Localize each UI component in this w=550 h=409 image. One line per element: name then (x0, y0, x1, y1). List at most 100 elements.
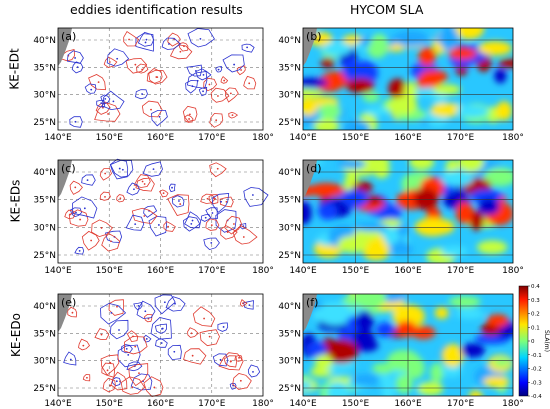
sla-anomaly (433, 34, 454, 43)
eddy-center (118, 329, 120, 331)
eddy-center (248, 82, 251, 85)
sla-anomaly (352, 373, 380, 387)
sla-anomaly (346, 78, 375, 94)
sla-anomaly (320, 308, 357, 319)
eddy-contour (135, 89, 148, 100)
colorbar-tick-label: 0 (531, 339, 535, 345)
eddy-contour (184, 114, 194, 123)
sla-anomaly (396, 320, 417, 338)
sla-anomaly (320, 57, 335, 68)
x-tick-label: 180° (502, 266, 524, 276)
eddy-center (231, 114, 234, 117)
eddy-contour (218, 352, 244, 371)
eddy-center (110, 240, 112, 243)
eddy-center (121, 168, 124, 171)
sla-anomaly (303, 77, 328, 88)
eddy-panel: (e) 140°E 150°E 160°E 170°E 180° 40°N 35°N 30°N 2… (33, 293, 274, 409)
eddy-contour (148, 215, 168, 237)
land-mass (303, 294, 317, 332)
eddy-center (246, 46, 249, 49)
sla-anomaly (303, 113, 319, 126)
eddy-center (76, 66, 79, 69)
eddy-contour (141, 100, 163, 118)
eddy-center (137, 304, 140, 307)
x-tick-label: 180° (502, 399, 524, 409)
eddy-center (217, 95, 219, 97)
x-tick-label: 150°E (342, 266, 370, 276)
eddy-contour (159, 189, 169, 198)
sla-anomaly (492, 357, 511, 367)
x-tick-label: 170°E (447, 133, 475, 143)
sla-blobs (303, 294, 513, 396)
eddy-center (127, 353, 130, 356)
eddy-center (229, 92, 232, 95)
eddy-center (233, 223, 235, 225)
eddy-center (252, 370, 254, 373)
eddy-center (208, 83, 211, 86)
eddy-contour (150, 317, 172, 340)
eddy-contour (108, 299, 124, 316)
sla-anomaly (341, 296, 364, 305)
eddy-contour (101, 233, 121, 252)
eddy-contour (224, 215, 242, 235)
sla-anomaly (306, 341, 327, 358)
sla-anomaly (362, 92, 380, 103)
eddy-center (150, 108, 152, 111)
colorbar-tick-label: -0.4 (531, 394, 542, 400)
eddy-contour (109, 319, 129, 340)
sla-anomaly (476, 240, 508, 254)
sla-field (303, 160, 513, 263)
panel-tag: (e) (61, 296, 76, 309)
sla-anomaly (441, 170, 474, 187)
eddy-center (189, 113, 191, 116)
eddy-center (188, 118, 190, 120)
eddy-contour (198, 86, 208, 97)
eddy-center (211, 212, 214, 214)
eddy-center (143, 215, 146, 217)
x-tick-label: 160°E (147, 399, 175, 409)
sla-anomaly (381, 378, 395, 396)
eddy-contour (120, 376, 146, 395)
eddy-contour (200, 213, 212, 222)
eddy-center (179, 50, 182, 53)
eddy-center (108, 61, 111, 63)
sla-anomaly (477, 41, 513, 56)
eddy-contour (205, 218, 220, 231)
y-tick-label: 30°N (278, 91, 301, 101)
colorbar-ramp (518, 285, 529, 397)
sla-anomaly (448, 47, 477, 60)
sla-anomaly (303, 89, 323, 98)
sla-anomaly (395, 374, 413, 394)
eddy-center (226, 231, 229, 233)
panel-frame (57, 293, 264, 397)
sla-anomaly (405, 356, 425, 379)
eddy-contour (91, 219, 113, 238)
eddy-center (133, 188, 135, 191)
eddy-contour (209, 113, 224, 128)
eddy-contour (123, 31, 140, 47)
eddy-center (153, 386, 156, 389)
eddy-center (86, 376, 88, 379)
eddy-contour (63, 351, 77, 366)
panel-frame (302, 159, 514, 264)
eddy-center (229, 360, 232, 363)
eddy-center (97, 81, 100, 84)
eddy-center (109, 384, 112, 387)
eddy-center (86, 179, 89, 182)
sla-anomaly (411, 325, 436, 340)
y-tick-label: 40°N (278, 36, 301, 46)
eddy-center (191, 354, 194, 357)
eddy-contour (128, 363, 149, 387)
x-tick-label: 150°E (96, 399, 124, 409)
eddy-center (100, 102, 103, 105)
x-tick-label: 160°E (147, 133, 175, 143)
x-tick-label: 180° (252, 266, 274, 276)
sla-anomaly (303, 201, 312, 225)
eddy-contour (109, 158, 129, 180)
eddy-contour (183, 348, 207, 365)
x-tick-label: 150°E (96, 266, 124, 276)
colorbar-tick-label: 0.4 (531, 284, 540, 290)
eddy-contour (72, 196, 98, 219)
